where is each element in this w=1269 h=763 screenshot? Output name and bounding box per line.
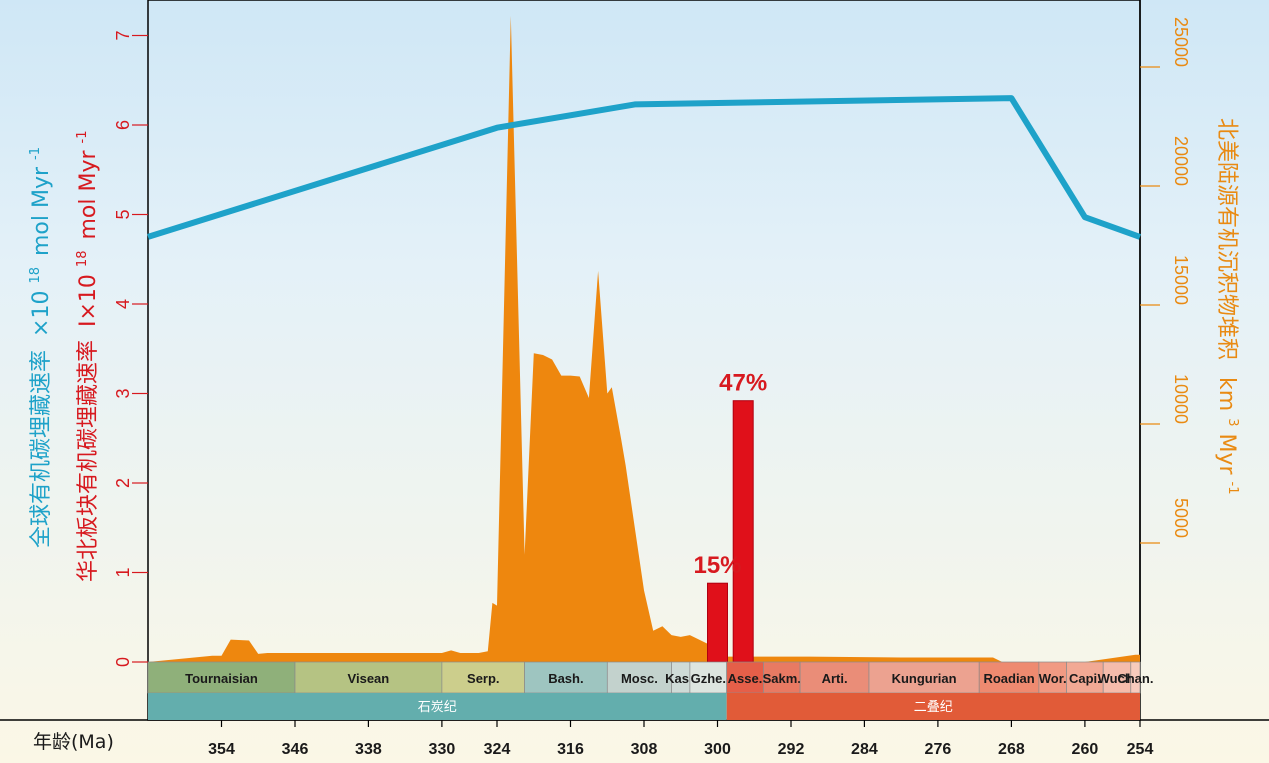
x-axis-ticks: 354 346 338 330 324 316 308 300 292 284 276 268 260 2… xyxy=(208,720,1153,758)
left-axis-label-ncb-suffix: mol Myr xyxy=(76,150,101,240)
left-axis-label-global-main: 全球有机碳埋藏速率 xyxy=(29,350,54,548)
stage-box xyxy=(147,661,296,694)
bar-value-label: 15% xyxy=(693,552,741,579)
stage-box xyxy=(1038,661,1067,694)
bar-labels: 15% 47% xyxy=(693,370,767,580)
stage-label: Asse. xyxy=(728,671,763,686)
x-tick-label: 268 xyxy=(998,741,1025,758)
right-axis-label-main: 北美陆源有机沉积物堆积 xyxy=(1214,118,1239,360)
left-axis-label-global: 全球有机碳埋藏速率 ×10 18 mol Myr -1 xyxy=(20,147,54,548)
stage-label: Arti. xyxy=(822,671,848,686)
x-axis-label: 年龄(Ma) xyxy=(33,731,114,753)
left-tick-label: 2 xyxy=(113,478,133,488)
left-tick-label: 3 xyxy=(113,388,133,398)
period-box xyxy=(148,693,727,720)
stage-label: Roadian xyxy=(983,671,1034,686)
right-axis-label-unit-exp: 3 xyxy=(1225,418,1240,426)
right-tick-label: 15000 xyxy=(1171,255,1191,305)
stage-label: Kungurian xyxy=(892,671,957,686)
right-axis-label-unit-exp2: -1 xyxy=(1225,482,1240,495)
burial-bar xyxy=(732,400,754,663)
right-axis-label-unit: km xyxy=(1214,377,1239,411)
left-axis-label-ncb-main: 华北板块有机碳埋藏速率 xyxy=(76,340,101,582)
stage-strip: Tournaisian Visean Serp. Bash. Mosc. Kasi.Gzh… xyxy=(147,661,1153,694)
x-tick-label: 324 xyxy=(484,741,511,758)
bar-layer xyxy=(707,400,754,663)
left-tick-label: 7 xyxy=(113,30,133,40)
left-tick-label: 1 xyxy=(113,567,133,577)
left-axis-label-global-exp2: -1 xyxy=(28,147,43,160)
ncb-burial-area xyxy=(148,15,1140,663)
bar-value-label: 47% xyxy=(719,370,767,397)
period-label: 二叠纪 xyxy=(914,700,953,715)
x-tick-label: 254 xyxy=(1127,741,1154,758)
global-burial-line xyxy=(147,95,1142,240)
left-axis-label-ncb-exp: 18 xyxy=(75,251,90,268)
period-label: 石炭纪 xyxy=(418,700,457,715)
stage-label: Gzhe. xyxy=(691,671,726,686)
stage-label: Mosc. xyxy=(621,671,658,686)
period-box xyxy=(726,693,1140,720)
burial-bar xyxy=(707,582,728,663)
stage-box xyxy=(868,661,980,694)
left-axis-label-ncb: 华北板块有机碳埋藏速率 I×10 18 mol Myr -1 xyxy=(67,131,101,583)
stage-box xyxy=(763,661,801,694)
stage-label: Kasi. xyxy=(665,671,696,686)
x-tick-label: 284 xyxy=(851,741,878,758)
x-tick-label: 308 xyxy=(631,741,658,758)
x-tick-label: 300 xyxy=(704,741,731,758)
x-tick-label: 276 xyxy=(925,741,952,758)
right-tick-label: 10000 xyxy=(1171,374,1191,424)
x-tick-label: 330 xyxy=(429,741,456,758)
ncb-area-layer xyxy=(148,15,1140,663)
right-tick-label: 5000 xyxy=(1171,498,1191,538)
stage-label: Chan. xyxy=(1117,671,1153,686)
x-tick-label: 292 xyxy=(778,741,805,758)
stage-box xyxy=(441,661,525,694)
stage-label: Wor. xyxy=(1039,671,1067,686)
right-tick-label: 25000 xyxy=(1171,17,1191,67)
x-tick-label: 316 xyxy=(557,741,584,758)
x-tick-label: 346 xyxy=(282,741,309,758)
right-axis-label: 北美陆源有机沉积物堆积 km 3 Myr -1 xyxy=(1214,118,1248,494)
right-axis-ticks: 5000 10000 15000 20000 25000 xyxy=(1140,17,1191,544)
stage-box xyxy=(294,661,443,694)
x-tick-label: 354 xyxy=(208,741,235,758)
left-axis-label-global-exp: 18 xyxy=(28,267,43,284)
left-tick-label: 6 xyxy=(113,120,133,130)
stage-label: Tournaisian xyxy=(185,671,258,686)
stage-label: Serp. xyxy=(467,671,500,686)
left-tick-label: 4 xyxy=(113,299,133,309)
period-strip: 石炭纪 二叠纪 xyxy=(148,693,1140,720)
x-tick-label: 260 xyxy=(1072,741,1099,758)
left-axis-label-ncb-exp2: -1 xyxy=(75,131,90,144)
stage-box xyxy=(978,661,1040,694)
global-line-layer xyxy=(147,95,1142,240)
stage-label: Sakm. xyxy=(763,671,801,686)
stage-label: Capi. xyxy=(1069,671,1101,686)
left-tick-label: 0 xyxy=(113,657,133,667)
stage-label: Bash. xyxy=(548,671,583,686)
stage-label: Visean xyxy=(348,671,390,686)
right-tick-label: 20000 xyxy=(1171,136,1191,186)
left-tick-label: 5 xyxy=(113,209,133,219)
left-axis-label-ncb-prefix: I×10 xyxy=(76,274,101,327)
stage-label: Wuch. xyxy=(1098,671,1137,686)
left-axis-ticks: 0 1 2 3 4 5 6 7 xyxy=(113,30,148,667)
right-axis-label-unit-suffix: Myr xyxy=(1214,433,1239,475)
left-axis-label-global-suffix: mol Myr xyxy=(29,166,54,256)
x-tick-label: 338 xyxy=(355,741,382,758)
left-axis-label-global-prefix: ×10 xyxy=(29,291,54,337)
